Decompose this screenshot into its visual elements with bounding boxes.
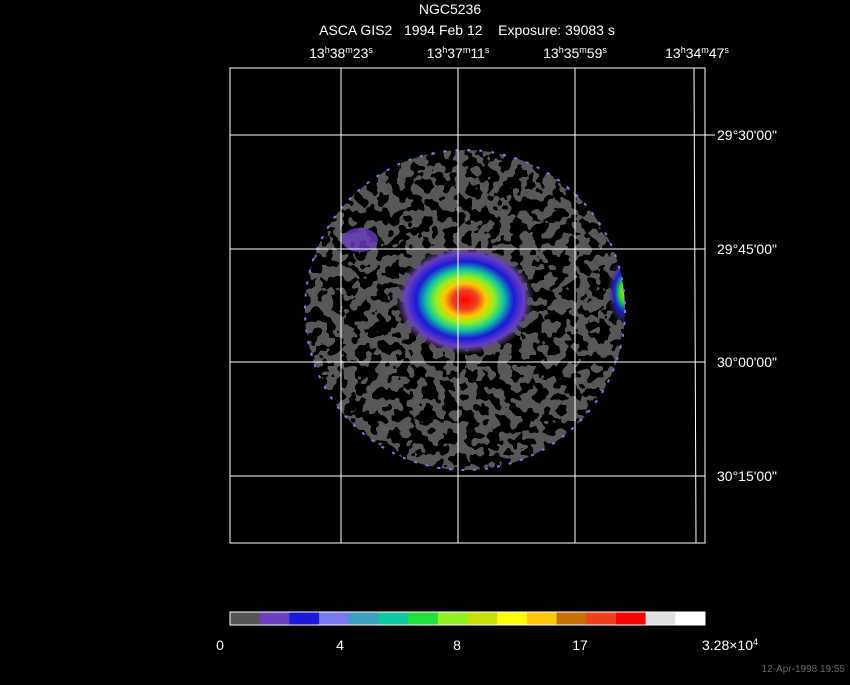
text-part: 23 [353, 45, 369, 61]
text-part: 0 [216, 637, 224, 653]
dec-label: 30°15'00" [717, 468, 777, 484]
colorbar-swatch [289, 612, 320, 625]
text-part: 47 [709, 45, 725, 61]
coord-grid [230, 67, 705, 544]
colorbar-label: 3.28×104 [702, 637, 758, 653]
text-part: 38 [330, 45, 346, 61]
ra-label: 13h38m23s [309, 45, 373, 61]
subtitle: ASCA GIS2 1994 Feb 12 Exposure: 39083 s [319, 22, 615, 38]
colorbar-swatch [467, 612, 498, 625]
text-part: 35 [564, 45, 580, 61]
text-part: 8 [453, 637, 461, 653]
text-part: 17 [572, 637, 588, 653]
colorbar-swatch [615, 612, 647, 625]
text-part: 34 [686, 45, 702, 61]
colorbar-swatch [408, 612, 439, 625]
colorbar-label: 8 [453, 637, 461, 653]
colorbar-swatch [675, 612, 706, 625]
ra-label: 13h35m59s [543, 45, 607, 61]
superscript: h [325, 45, 330, 55]
dec-label: 29°45'00" [717, 241, 777, 257]
superscript: s [602, 45, 607, 55]
colorbar-swatch [348, 612, 379, 625]
text-part: 59 [587, 45, 603, 61]
colorbar-swatch [319, 612, 350, 625]
colorbar-label: 0 [216, 637, 224, 653]
text-part: 37 [447, 45, 463, 61]
superscript: s [368, 45, 373, 55]
colorbar-swatch [378, 612, 409, 625]
frame [229, 67, 706, 544]
colorbar-swatch [526, 612, 558, 625]
text-part: 13 [309, 45, 325, 61]
dec-label: 29°30'00" [717, 127, 777, 143]
title: NGC5236 [419, 1, 481, 17]
superscript: h [442, 45, 447, 55]
text-part: 3.28×10 [702, 637, 753, 653]
superscript: m [345, 45, 353, 55]
detector-edge [304, 149, 626, 471]
colorbar-swatch [556, 612, 587, 625]
colorbar-swatch [230, 612, 261, 625]
colorbar-swatch [645, 612, 676, 625]
colorbar-swatch [497, 612, 528, 625]
superscript: m [463, 45, 471, 55]
superscript: m [579, 45, 587, 55]
colorbar-label: 4 [336, 637, 344, 653]
text-part: 13 [427, 45, 443, 61]
colorbar-label: 17 [572, 637, 588, 653]
colorbar [229, 611, 706, 626]
superscript: h [681, 45, 686, 55]
colorbar-swatch [437, 612, 468, 625]
text-part: 13 [543, 45, 559, 61]
colorbar-swatch [259, 612, 290, 625]
text-part: 13 [665, 45, 681, 61]
detector-image [305, 150, 625, 470]
timestamp: 12-Apr-1998 19:55 [762, 664, 846, 675]
text-part: 11 [470, 45, 485, 61]
ra-label: 13h34m47s [665, 45, 729, 61]
ra-label: 13h37m11s [427, 45, 490, 61]
superscript: s [724, 45, 729, 55]
dec-label: 30°00'00" [717, 354, 777, 370]
text-part: 4 [336, 637, 344, 653]
superscript: h [559, 45, 564, 55]
colorbar-swatch [586, 612, 617, 625]
superscript: m [701, 45, 709, 55]
superscript: s [485, 45, 490, 55]
superscript: 4 [753, 637, 758, 647]
colorbar-frame [229, 611, 706, 626]
